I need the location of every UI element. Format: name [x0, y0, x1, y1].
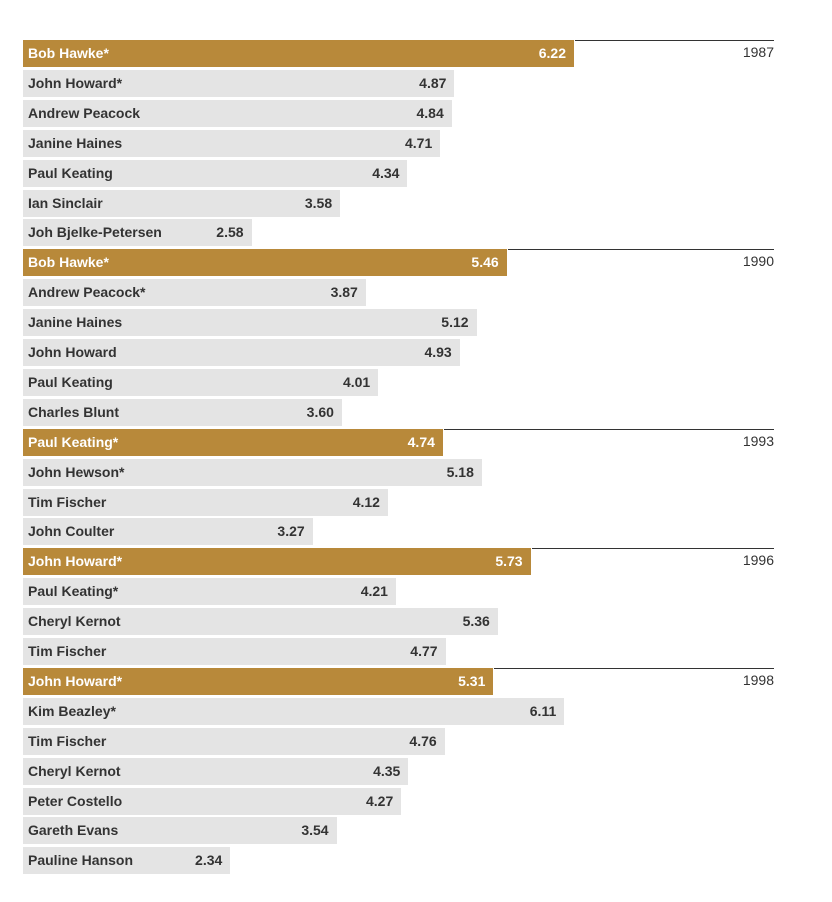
bar-value: 3.54	[301, 822, 329, 839]
bar	[23, 638, 446, 665]
bar-value: 4.93	[424, 344, 452, 360]
bar-label: Tim Fischer	[28, 732, 107, 749]
bar	[23, 727, 445, 755]
bar-label: Janine Haines	[28, 314, 123, 331]
bar	[23, 488, 388, 516]
year-label: 1987	[742, 44, 774, 60]
bar-label: Tim Fischer	[28, 643, 107, 659]
bar	[23, 309, 477, 337]
group-divider	[443, 428, 774, 430]
bar	[23, 578, 396, 606]
bar-label: Peter Costello	[28, 792, 123, 809]
bar	[23, 99, 452, 127]
bar-label: Paul Keating	[28, 164, 113, 181]
year-label: 1990	[742, 253, 774, 270]
bar-label: John Coulter	[28, 523, 115, 540]
bar-label: Tim Fischer	[28, 493, 107, 510]
bar	[23, 219, 252, 247]
bar	[23, 608, 498, 636]
group-divider	[494, 667, 774, 669]
bar-value: 5.36	[462, 613, 490, 630]
bar-value: 4.87	[419, 74, 447, 91]
bar	[23, 667, 494, 695]
bar-value: 4.21	[360, 583, 388, 600]
bar	[23, 159, 408, 187]
bar-value: 3.60	[306, 403, 334, 420]
group-divider	[575, 40, 774, 41]
bar-label: Andrew Peacock*	[28, 284, 146, 301]
bar-label: Bob Hawke*	[28, 45, 109, 61]
bar	[23, 69, 455, 97]
bar-label: Charles Blunt	[28, 403, 120, 420]
bar-label: John Howard*	[28, 74, 123, 91]
bar-value: 5.46	[471, 254, 499, 271]
bar-value: 3.27	[277, 523, 305, 540]
bar-value: 3.87	[330, 284, 358, 301]
bar-label: Paul Keating*	[28, 583, 119, 600]
bar	[23, 817, 337, 845]
bar-label: Paul Keating	[28, 373, 113, 390]
bar-value: 4.35	[373, 762, 401, 779]
bar-label: Joh Bjelke-Petersen	[28, 224, 162, 241]
bar-value: 3.58	[304, 194, 333, 211]
bar-value: 5.18	[446, 463, 474, 480]
year-label: 1993	[742, 432, 774, 449]
bar	[23, 787, 402, 815]
bar	[23, 368, 379, 396]
bar	[23, 279, 366, 307]
year-label: 1996	[742, 552, 774, 569]
bar-value: 5.31	[458, 672, 486, 689]
bar	[23, 428, 443, 456]
bar	[23, 40, 574, 67]
bar-value: 4.84	[416, 104, 444, 121]
year-label: 1998	[742, 671, 774, 688]
bar-value: 4.01	[342, 373, 371, 390]
bar	[23, 548, 531, 576]
bar-value: 4.77	[410, 643, 438, 659]
bar-value: 4.76	[409, 732, 437, 749]
bar	[23, 398, 342, 426]
bar	[23, 339, 460, 366]
bar-label: Bob Hawke*	[28, 254, 109, 271]
bar	[23, 757, 409, 785]
bar-label: Janine Haines	[28, 134, 123, 151]
bar-label: Pauline Hanson	[28, 852, 134, 869]
bar-value: 6.11	[529, 702, 557, 719]
bar-label: Cheryl Kernot	[28, 762, 121, 779]
bar	[23, 518, 313, 546]
group-divider	[507, 249, 774, 251]
bar-value: 2.34	[195, 852, 223, 869]
bar-label: Andrew Peacock	[28, 104, 141, 121]
bar-value: 5.73	[495, 553, 523, 570]
bar-value: 2.58	[216, 224, 244, 241]
bar-label: John Hewson*	[28, 463, 125, 480]
bar-value: 6.22	[538, 45, 566, 61]
bar	[23, 189, 341, 217]
bar-label: John Howard*	[28, 672, 123, 689]
bar-value: 4.71	[404, 134, 433, 151]
bar-label: John Howard*	[28, 553, 123, 570]
bar-label: Paul Keating*	[28, 433, 119, 450]
bar-label: Kim Beazley*	[28, 702, 116, 719]
bar-label: Cheryl Kernot	[28, 613, 121, 630]
bar-value: 4.74	[407, 433, 435, 450]
bar-value: 4.12	[352, 493, 380, 510]
bar-value: 4.27	[366, 792, 394, 809]
group-divider	[531, 548, 774, 550]
bar	[23, 249, 507, 277]
bar-label: John Howard	[28, 344, 117, 360]
bar	[23, 697, 565, 725]
bar-label: Ian Sinclair	[28, 194, 103, 211]
bar	[23, 129, 441, 157]
bar-value: 5.12	[441, 314, 469, 331]
bar	[23, 458, 482, 486]
bar-label: Gareth Evans	[28, 822, 119, 839]
bar-value: 4.34	[372, 164, 400, 181]
bar	[23, 847, 231, 875]
